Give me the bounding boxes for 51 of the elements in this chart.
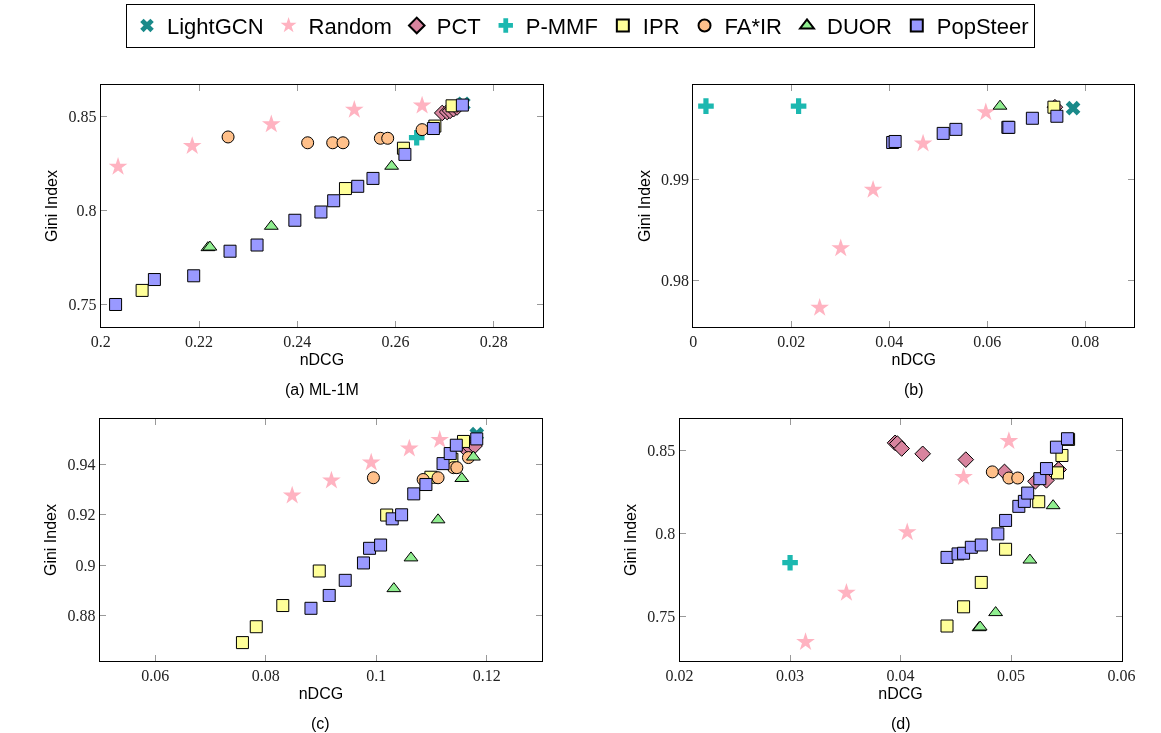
x-tick-label: 0.02 (665, 667, 694, 685)
x-tick-label: 0.26 (381, 333, 410, 351)
y-axis-title: Gini Index (42, 503, 60, 577)
y-tick-label: 0.8 (76, 202, 97, 220)
y-axis-title: Gini Index (635, 169, 653, 243)
legend-label: DUOR (827, 14, 892, 40)
x-tick-label: 0.06 (1107, 667, 1136, 685)
x-tick-label: 0.08 (1071, 333, 1100, 351)
y-tick-label: 0.92 (67, 506, 96, 524)
x-axis-title: nDCG (878, 685, 923, 702)
x-axis-title: nDCG (299, 351, 345, 368)
y-tick-label: 0.99 (660, 171, 689, 189)
x-tick-label: 0.1 (366, 667, 387, 685)
legend-label: PopSteer (936, 14, 1029, 40)
y-tick-label: 0.88 (67, 607, 96, 625)
x-tick-label: 0.05 (997, 667, 1026, 685)
text: (d) (891, 715, 911, 732)
x-tick-label: 0.12 (472, 667, 501, 685)
x-tick-label: 0 (689, 333, 698, 351)
x-tick-label: 0.02 (777, 333, 806, 351)
x-tick-label: 0.2 (90, 333, 111, 351)
x-tick-label: 0.06 (141, 667, 170, 685)
y-tick-label: 0.85 (68, 108, 97, 126)
y-tick-label: 0.75 (647, 607, 676, 625)
y-tick-label: 0.94 (67, 455, 96, 473)
text: (b) (904, 381, 924, 398)
x-axis-title: nDCG (298, 685, 344, 702)
x-tick-label: 0.04 (886, 667, 915, 685)
y-tick-label: 0.85 (647, 442, 676, 460)
text: (c) (311, 715, 330, 732)
y-tick-label: 0.98 (660, 272, 689, 290)
y-tick-label: 0.8 (655, 524, 676, 542)
y-axis-title: Gini Index (43, 169, 61, 243)
x-tick-label: 0.03 (776, 667, 805, 685)
legend-label: Random (308, 14, 392, 40)
y-tick-label: 0.75 (68, 296, 97, 314)
y-axis-title: Gini Index (622, 503, 640, 577)
legend-label: IPR (642, 14, 680, 40)
legend-label: FA*IR (724, 14, 782, 40)
x-tick-label: 0.22 (185, 333, 214, 351)
legend-label: PCT (436, 14, 481, 40)
x-tick-label: 0.28 (479, 333, 508, 351)
x-tick-label: 0.24 (283, 333, 312, 351)
y-tick-label: 0.9 (75, 556, 96, 574)
x-tick-label: 0.08 (251, 667, 280, 685)
x-axis-title: nDCG (891, 351, 936, 368)
x-tick-label: 0.04 (875, 333, 904, 351)
x-tick-label: 0.06 (973, 333, 1002, 351)
legend-label: P-MMF (525, 14, 598, 40)
legend-label: LightGCN (167, 14, 264, 40)
text: (a) ML-1M (285, 381, 359, 398)
